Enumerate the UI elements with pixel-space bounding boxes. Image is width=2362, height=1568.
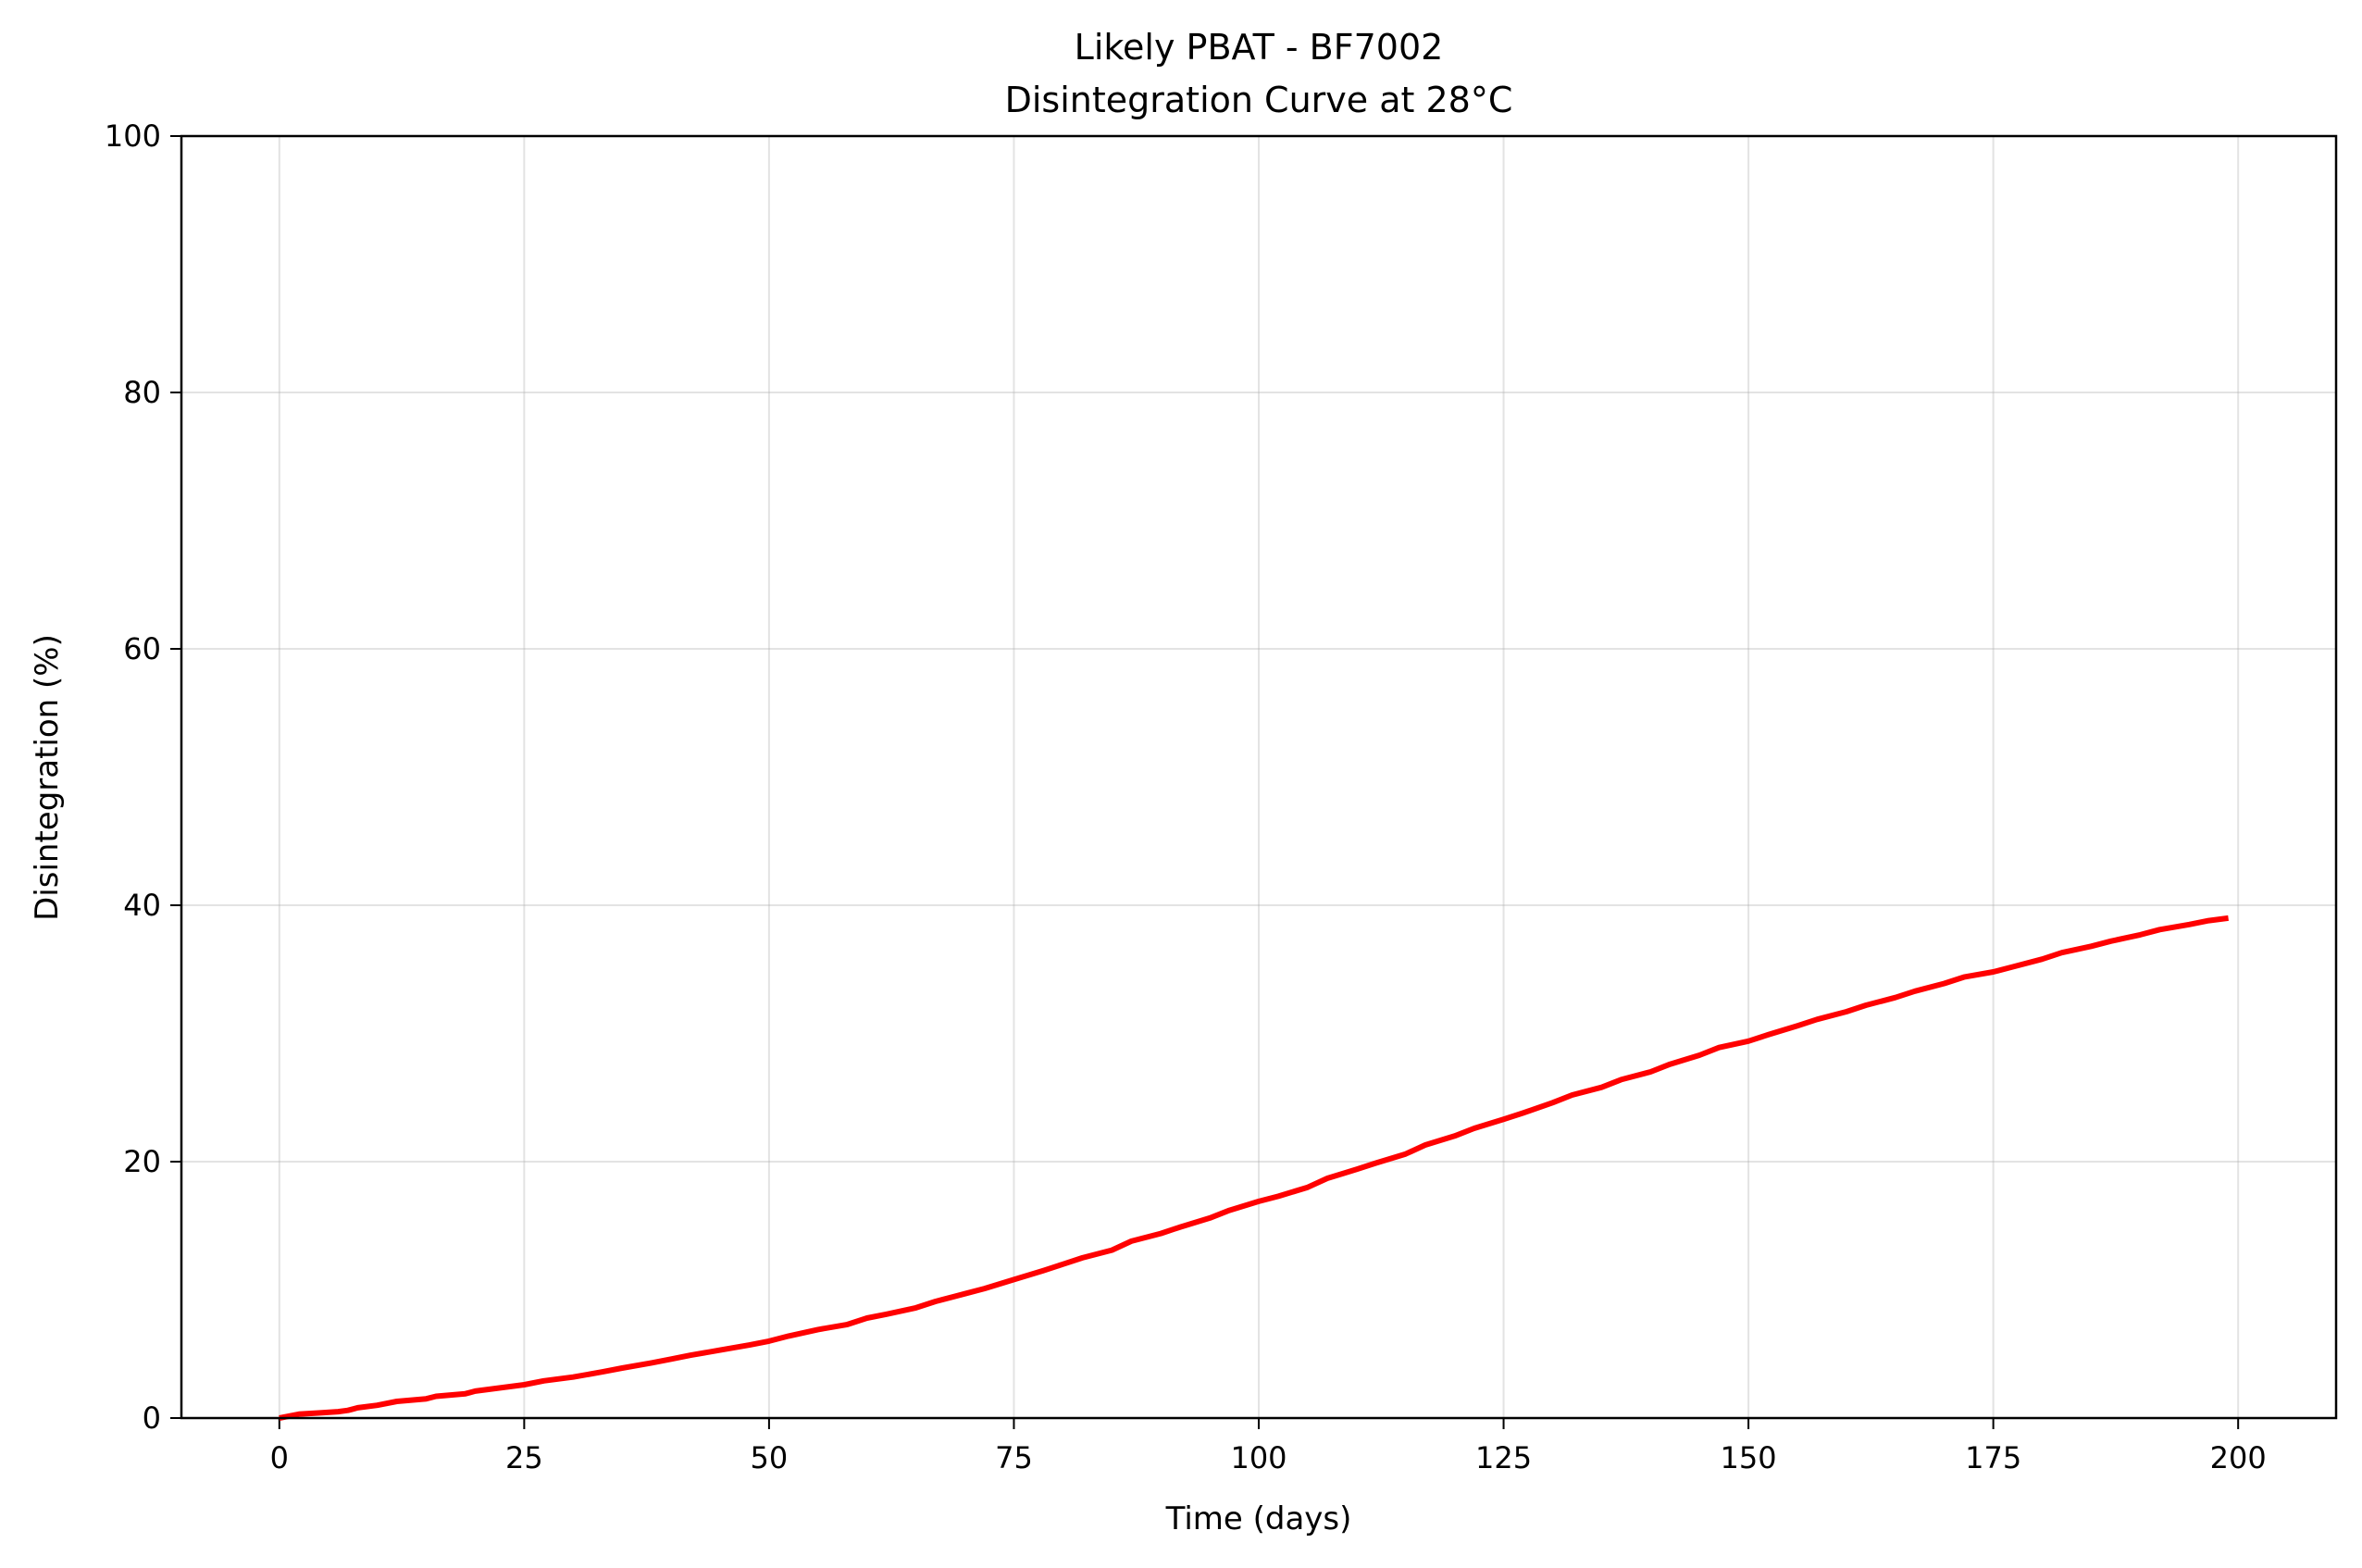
x-tick-label: 0 xyxy=(270,1440,289,1475)
x-tick-label: 100 xyxy=(1230,1440,1287,1475)
y-tick-label: 0 xyxy=(143,1400,161,1436)
x-tick-label: 25 xyxy=(505,1440,543,1475)
x-tick-label: 50 xyxy=(751,1440,789,1475)
y-tick-label: 60 xyxy=(123,631,161,666)
x-tick-label: 200 xyxy=(2210,1440,2267,1475)
x-axis-label: Time (days) xyxy=(1165,1500,1352,1537)
x-tick-label: 175 xyxy=(1965,1440,2021,1475)
y-tick-label: 80 xyxy=(123,375,161,410)
chart-title-line1: Likely PBAT - BF7002 xyxy=(1075,27,1444,68)
plot-frame xyxy=(180,134,2338,1420)
y-tick-label: 20 xyxy=(123,1144,161,1179)
y-tick-label: 40 xyxy=(123,888,161,923)
series-line-0 xyxy=(279,915,2229,1421)
chart-title-line2: Disintegration Curve at 28°C xyxy=(1005,80,1513,120)
y-tick-label: 100 xyxy=(105,118,161,154)
axis-ticks: 0 25 50 75 100 125 150 175 200 0 20 40 60 80 100 xyxy=(105,118,2267,1475)
series-group xyxy=(279,915,2229,1421)
y-axis-label: Disintegration (%) xyxy=(29,634,66,921)
x-tick-label: 75 xyxy=(995,1440,1033,1475)
x-tick-label: 150 xyxy=(1721,1440,1777,1475)
x-tick-label: 125 xyxy=(1475,1440,1532,1475)
